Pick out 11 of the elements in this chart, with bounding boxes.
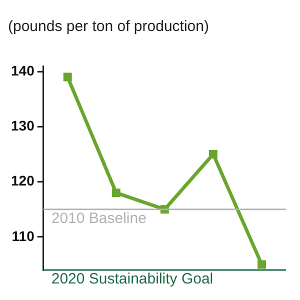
y-tick-label: 120: [11, 172, 35, 189]
y-tick-label: 110: [12, 228, 35, 244]
point: [257, 260, 266, 269]
point: [208, 150, 218, 158]
y-tick-label: 140: [11, 62, 35, 78]
y-tick-label: 130: [11, 118, 35, 134]
point: [63, 72, 72, 82]
point: [112, 188, 120, 198]
ref-line-label: 2020 Sustainability Goal: [51, 270, 214, 288]
chart-title: (pounds per ton of production): [8, 18, 209, 36]
ref-line-label: 2010 Baseline: [51, 210, 146, 227]
